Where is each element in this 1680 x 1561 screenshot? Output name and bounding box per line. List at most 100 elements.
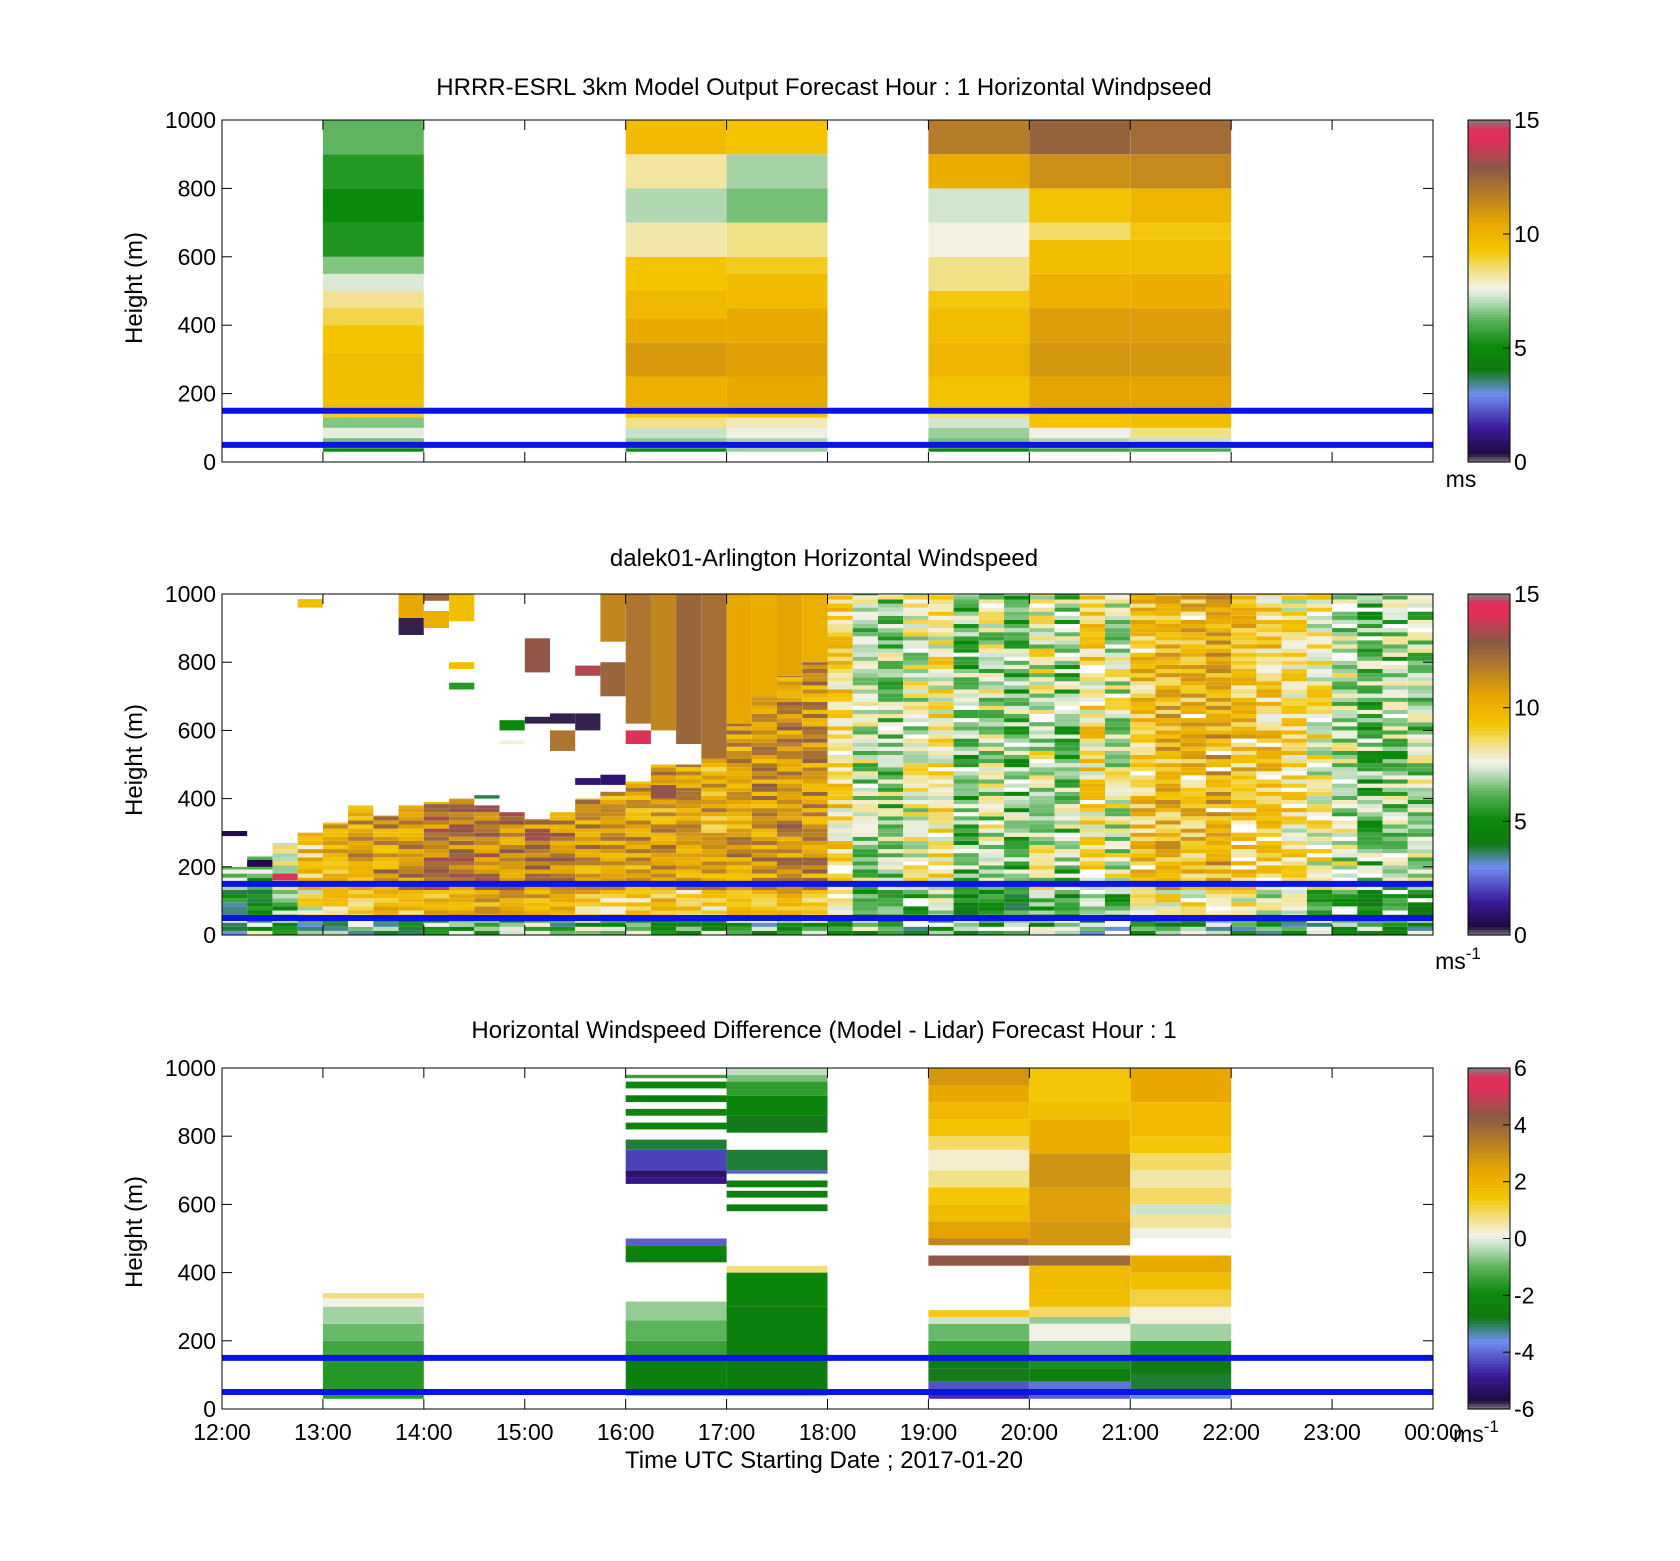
lidar-cell: [575, 816, 601, 821]
lidar-cell: [1180, 693, 1206, 698]
lidar-cell: [1054, 763, 1080, 768]
lidar-cell: [247, 857, 273, 862]
lidar-cell: [348, 906, 374, 911]
lidar-cell: [222, 922, 248, 927]
lidar-cell: [1004, 865, 1030, 870]
lidar-cell: [878, 673, 904, 678]
lidar-cell: [878, 628, 904, 633]
lidar-cell: [398, 805, 424, 809]
lidar-cell: [1357, 603, 1383, 608]
lidar-cell: [1155, 853, 1181, 858]
lidar-cell: [524, 869, 550, 874]
lidar-cell: [222, 894, 248, 899]
lidar-cell: [625, 781, 651, 784]
lidar-cell: [423, 812, 449, 817]
lidar-cell: [1407, 669, 1433, 674]
lidar-cell: [1079, 763, 1105, 768]
lidar-cell: [802, 697, 828, 702]
heatmap-cell: [928, 154, 1030, 189]
lidar-cell: [348, 832, 374, 837]
colorbar-tick-label: 4: [1514, 1112, 1527, 1138]
lidar-cell: [1155, 906, 1181, 911]
lidar-cell: [575, 877, 601, 882]
colorbar-segment: [1468, 359, 1510, 363]
lidar-cell: [827, 636, 853, 641]
lidar-cell: [1105, 726, 1131, 731]
lidar-cell: [878, 685, 904, 690]
panel-title: HRRR-ESRL 3km Model Output Forecast Hour…: [436, 74, 1211, 101]
colorbar-segment: [1468, 1070, 1510, 1075]
lidar-cell: [1029, 595, 1055, 600]
lidar-cell: [1054, 709, 1080, 714]
lidar-cell: [903, 779, 929, 784]
lidar-cell: [524, 836, 550, 841]
lidar-cell: [1306, 709, 1333, 714]
colorbar-segment: [1468, 667, 1510, 672]
lidar-cell: [1231, 861, 1257, 866]
lidar-cell: [1054, 603, 1080, 608]
lidar-cell: [1054, 607, 1080, 612]
lidar-cell: [878, 746, 904, 751]
lidar-cell: [827, 873, 853, 878]
lidar-cell: [650, 832, 677, 837]
lidar-cell: [1332, 820, 1358, 825]
colorbar-segment: [1468, 804, 1510, 808]
lidar-cell: [1054, 906, 1080, 911]
lidar-cell: [1004, 734, 1030, 739]
colorbar-segment: [1468, 898, 1510, 902]
lidar-cell: [1130, 922, 1156, 927]
lidar-cell: [1180, 930, 1206, 935]
lidar-cell: [499, 910, 525, 915]
lidar-cell: [827, 890, 853, 895]
colorbar-segment: [1468, 625, 1510, 629]
lidar-cell: [1382, 615, 1408, 620]
lidar-cell: [398, 853, 424, 858]
lidar-cell: [1205, 656, 1232, 661]
lidar-cell: [1205, 771, 1232, 776]
colorbar-segment: [1468, 1386, 1510, 1390]
lidar-cell: [928, 701, 954, 706]
lidar-cell: [1029, 808, 1055, 813]
heatmap-cell: [625, 376, 727, 408]
lidar-cell: [600, 804, 626, 809]
lidar-cell: [1382, 873, 1408, 878]
lidar-cell: [1332, 730, 1358, 735]
lidar-cell: [1357, 615, 1383, 620]
heatmap-cell: [928, 1085, 1030, 1102]
lidar-cell: [1306, 628, 1333, 633]
lidar-cell: [1004, 808, 1030, 813]
lidar-cell: [777, 755, 803, 760]
lidar-cell: [499, 873, 525, 878]
lidar-cell: [247, 885, 273, 890]
colorbar-segment: [1468, 228, 1510, 232]
lidar-cell: [1054, 730, 1080, 735]
lidar-cell: [1004, 922, 1030, 927]
lidar-cell: [1054, 828, 1080, 833]
lidar-cell: [1332, 885, 1358, 890]
lidar-cell: [474, 845, 500, 850]
lidar-cell: [827, 922, 853, 927]
lidar-cell: [903, 820, 929, 825]
panel-difference: Horizontal Windspeed Difference (Model -…: [121, 1017, 1535, 1474]
lidar-cell: [1357, 709, 1383, 714]
lidar-cell: [1306, 664, 1333, 669]
colorbar-segment: [1468, 1147, 1510, 1152]
lidar-cell: [297, 861, 323, 866]
lidar-cell: [575, 820, 601, 825]
lidar-cell: [1332, 615, 1358, 620]
lidar-cell: [600, 594, 626, 642]
lidar-cell: [1105, 594, 1131, 596]
lidar-cell: [650, 926, 677, 931]
colorbar-segment: [1468, 1153, 1510, 1157]
colorbar-segment: [1468, 1187, 1510, 1191]
lidar-cell: [474, 840, 500, 845]
lidar-cell: [1407, 791, 1433, 796]
heatmap-cell: [928, 291, 1030, 309]
lidar-cell: [726, 746, 752, 751]
lidar-cell: [1281, 718, 1307, 723]
lidar-cell: [751, 709, 777, 714]
lidar-cell: [802, 865, 828, 870]
lidar-cell: [373, 845, 399, 850]
